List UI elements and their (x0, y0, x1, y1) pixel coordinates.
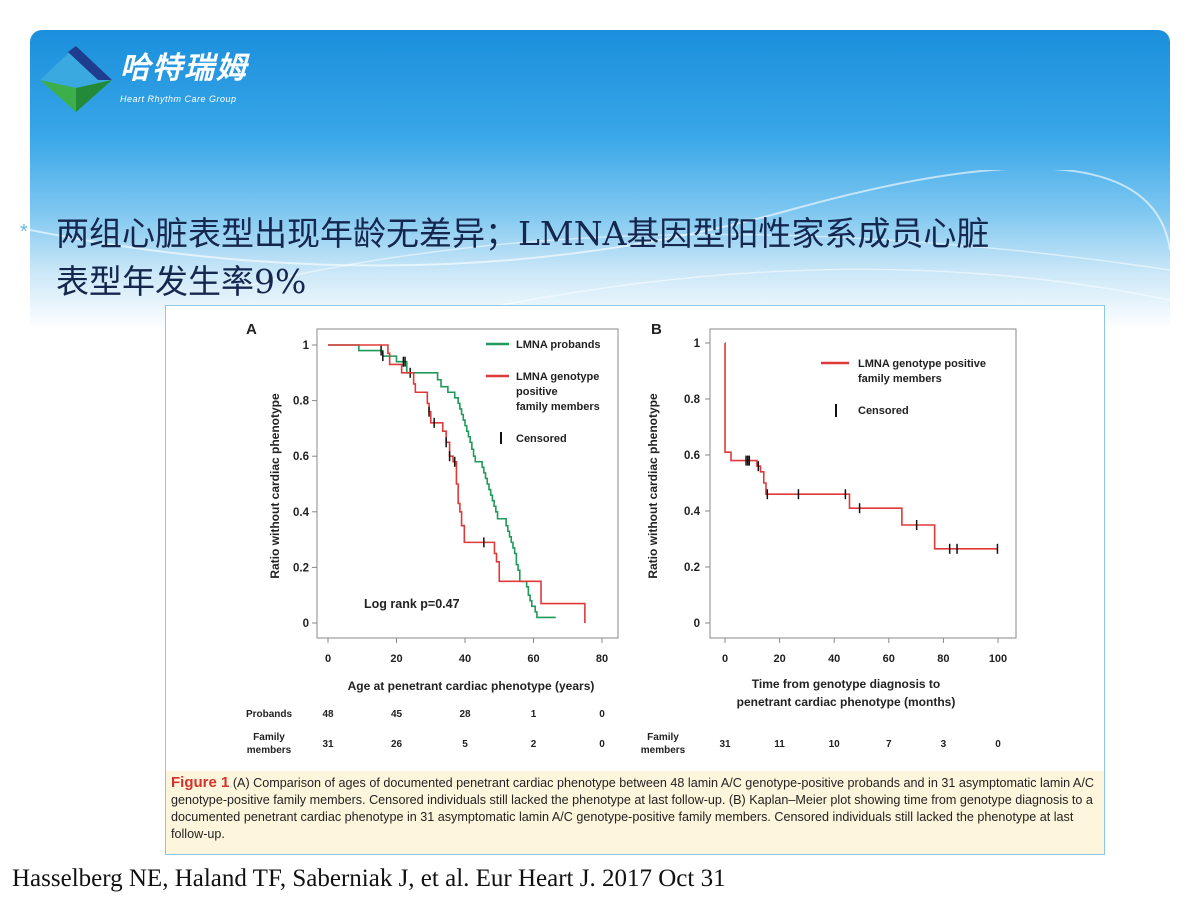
panel-b-x-tick-label: 20 (773, 653, 785, 665)
panel-a-label: A (246, 321, 257, 338)
panel-a-x-tick-label: 60 (527, 653, 539, 665)
panel-a-plot-frame (316, 328, 619, 639)
panel-b-x-tick-label: 60 (883, 653, 895, 665)
panel-b-y-axis-title: Ratio without cardiac phenotype (646, 393, 660, 579)
header-wave-decoration (30, 170, 1170, 320)
panel-a-y-tick-label: 0.2 (293, 562, 309, 574)
panel-b-plot-frame (709, 328, 1017, 639)
panel-a-series-0-line (328, 344, 556, 619)
panel-a-risk-value: 0 (599, 709, 605, 720)
panel-a-y-tick-label: 1 (303, 340, 310, 352)
panel-a-y-tick-label: 0.6 (293, 451, 309, 463)
legend-b-family-label-1: LMNA genotype positive (858, 358, 986, 370)
citation: Hasselberg NE, Haland TF, Saberniak J, e… (12, 865, 726, 892)
headline-line-2: 表型年发生率9% (56, 262, 307, 301)
panel-a-risk-value: 48 (322, 709, 334, 720)
legend-b-censored-label: Censored (858, 405, 909, 417)
legend-b-family-label-2: family members (858, 373, 942, 385)
km-charts: A B Age at penetrant cardiac phenotype (… (246, 321, 1017, 756)
slide-header-band (30, 30, 1170, 330)
logo-diamond-icon (40, 46, 112, 112)
panel-b-x-axis-title-1: Time from genotype diagnosis to (752, 677, 940, 691)
panel-b-risk-value: 11 (774, 739, 785, 750)
panel-b-risk-value: 7 (886, 739, 892, 750)
logo-text-en: Heart Rhythm Care Group (120, 94, 237, 104)
panel-a-risk-value: 26 (391, 739, 403, 750)
panel-a-risk-value: 0 (599, 739, 605, 750)
panel-b-y-tick-label: 0.2 (684, 562, 700, 574)
bullet-icon: * (20, 221, 28, 243)
panel-a-risk-value: 1 (531, 709, 537, 720)
panel-a-x-tick-label: 80 (596, 653, 608, 665)
caption-label: Figure 1 (171, 774, 230, 791)
panel-a-x-axis-title: Age at penetrant cardiac phenotype (year… (348, 679, 595, 693)
panel-a-risk-value: 5 (462, 739, 468, 750)
legend-a-family-label-1: LMNA genotype (516, 371, 599, 383)
panel-a-y-axis-title: Ratio without cardiac phenotype (268, 393, 282, 579)
panel-b-y-tick-label: 1 (694, 338, 701, 350)
panel-a-y-tick-label: 0 (303, 618, 309, 630)
legend-a-probands-label: LMNA probands (516, 339, 601, 351)
panel-b-risk-value: 0 (995, 739, 1001, 750)
panel-b-x-tick-label: 40 (828, 653, 840, 665)
panel-b-y-tick-label: 0.4 (684, 506, 701, 518)
risk-a-probands-label: Probands (246, 709, 293, 720)
panel-b-x-axis-title-2: penetrant cardiac phenotype (months) (737, 695, 956, 709)
panel-b-x-tick-label: 100 (989, 653, 1007, 665)
panel-a-x-tick-label: 0 (325, 653, 331, 665)
panel-a-risk-value: 31 (322, 739, 334, 750)
panel-a-risk-value: 28 (459, 709, 471, 720)
panel-a-y-tick-label: 0.8 (293, 396, 310, 408)
figure-caption: Figure 1 (A) Comparison of ages of docum… (166, 771, 1104, 854)
legend-a-censored-label: Censored (516, 433, 567, 445)
panel-a-x-tick-label: 20 (390, 653, 402, 665)
panel-a-y-tick-label: 0.4 (293, 507, 310, 519)
risk-b-family-label-2: members (641, 745, 686, 756)
headline-line-1: 两组心脏表型出现年龄无差异；LMNA基因型阳性家系成员心脏 (56, 214, 990, 253)
panel-b-series-0-line (724, 342, 998, 550)
panel-b-risk-value: 3 (941, 739, 947, 750)
panel-b-x-tick-label: 0 (722, 653, 728, 665)
legend-a-family-label-2: positive (516, 386, 558, 398)
logo-text-cn: 哈特瑞姆 (120, 51, 248, 86)
legend-a-family-label-3: family members (516, 401, 600, 413)
panel-a-log-rank-annotation: Log rank p=0.47 (364, 597, 460, 611)
panel-b-y-tick-label: 0 (694, 618, 700, 630)
figure-panel: A B Age at penetrant cardiac phenotype (… (165, 305, 1105, 855)
panel-b-label: B (651, 321, 662, 338)
risk-a-family-label-2: members (247, 745, 292, 756)
panel-b-risk-value: 10 (829, 739, 841, 750)
panel-b-y-tick-label: 0.6 (684, 450, 700, 462)
risk-a-family-label-1: Family (253, 732, 285, 743)
caption-text: (A) Comparison of ages of documented pen… (171, 776, 1094, 841)
risk-b-family-label-1: Family (647, 732, 679, 743)
panel-b-x-tick-label: 80 (937, 653, 949, 665)
logo (38, 44, 118, 114)
panel-a-risk-value: 2 (531, 739, 537, 750)
panel-a-risk-value: 45 (391, 709, 403, 720)
panel-b-risk-value: 31 (719, 739, 731, 750)
panel-a-x-tick-label: 40 (459, 653, 471, 665)
panel-b-y-tick-label: 0.8 (684, 394, 701, 406)
